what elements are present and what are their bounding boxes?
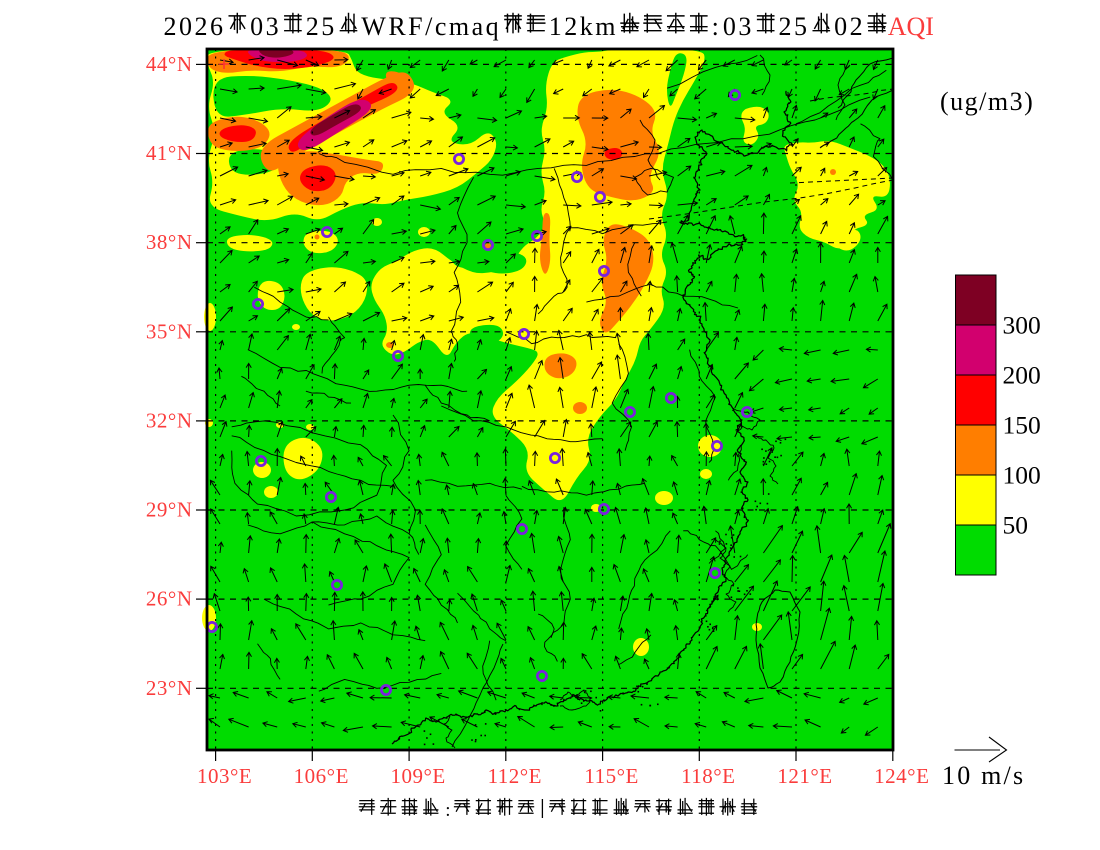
svg-text:29°N: 29°N (146, 498, 193, 522)
svg-text:41°N: 41°N (146, 141, 193, 165)
svg-text:25: 25 (306, 12, 337, 41)
svg-text:25: 25 (779, 12, 810, 41)
svg-text::: : (445, 800, 450, 821)
svg-text:12km: 12km (549, 12, 618, 41)
svg-text:2026: 2026 (164, 12, 226, 41)
svg-text::: : (712, 12, 722, 41)
svg-text:118°E: 118°E (681, 764, 735, 788)
svg-text:WRF/cmaq: WRF/cmaq (361, 12, 501, 41)
svg-text:10 m/s: 10 m/s (942, 761, 1025, 790)
svg-text:44°N: 44°N (146, 52, 193, 76)
svg-text:124°E: 124°E (874, 764, 929, 788)
svg-text:26°N: 26°N (146, 587, 193, 611)
svg-text:112°E: 112°E (488, 764, 542, 788)
svg-text:121°E: 121°E (777, 764, 832, 788)
svg-text:150: 150 (1003, 410, 1041, 439)
svg-text:23°N: 23°N (146, 676, 193, 700)
svg-text:50: 50 (1003, 510, 1029, 539)
svg-text:03: 03 (723, 12, 754, 41)
svg-text:02: 02 (834, 12, 865, 41)
svg-text:38°N: 38°N (146, 230, 193, 254)
svg-text:03: 03 (250, 12, 281, 41)
svg-text:115°E: 115°E (584, 764, 638, 788)
svg-text:35°N: 35°N (146, 319, 193, 343)
svg-text:(ug/m3): (ug/m3) (940, 87, 1034, 116)
svg-text:109°E: 109°E (390, 764, 445, 788)
svg-text:100: 100 (1003, 460, 1041, 489)
svg-text:106°E: 106°E (294, 764, 349, 788)
svg-text:AQI: AQI (888, 12, 934, 41)
svg-text:32°N: 32°N (146, 408, 193, 432)
svg-text:300: 300 (1003, 310, 1041, 339)
svg-text:200: 200 (1003, 360, 1041, 389)
svg-text:103°E: 103°E (197, 764, 252, 788)
